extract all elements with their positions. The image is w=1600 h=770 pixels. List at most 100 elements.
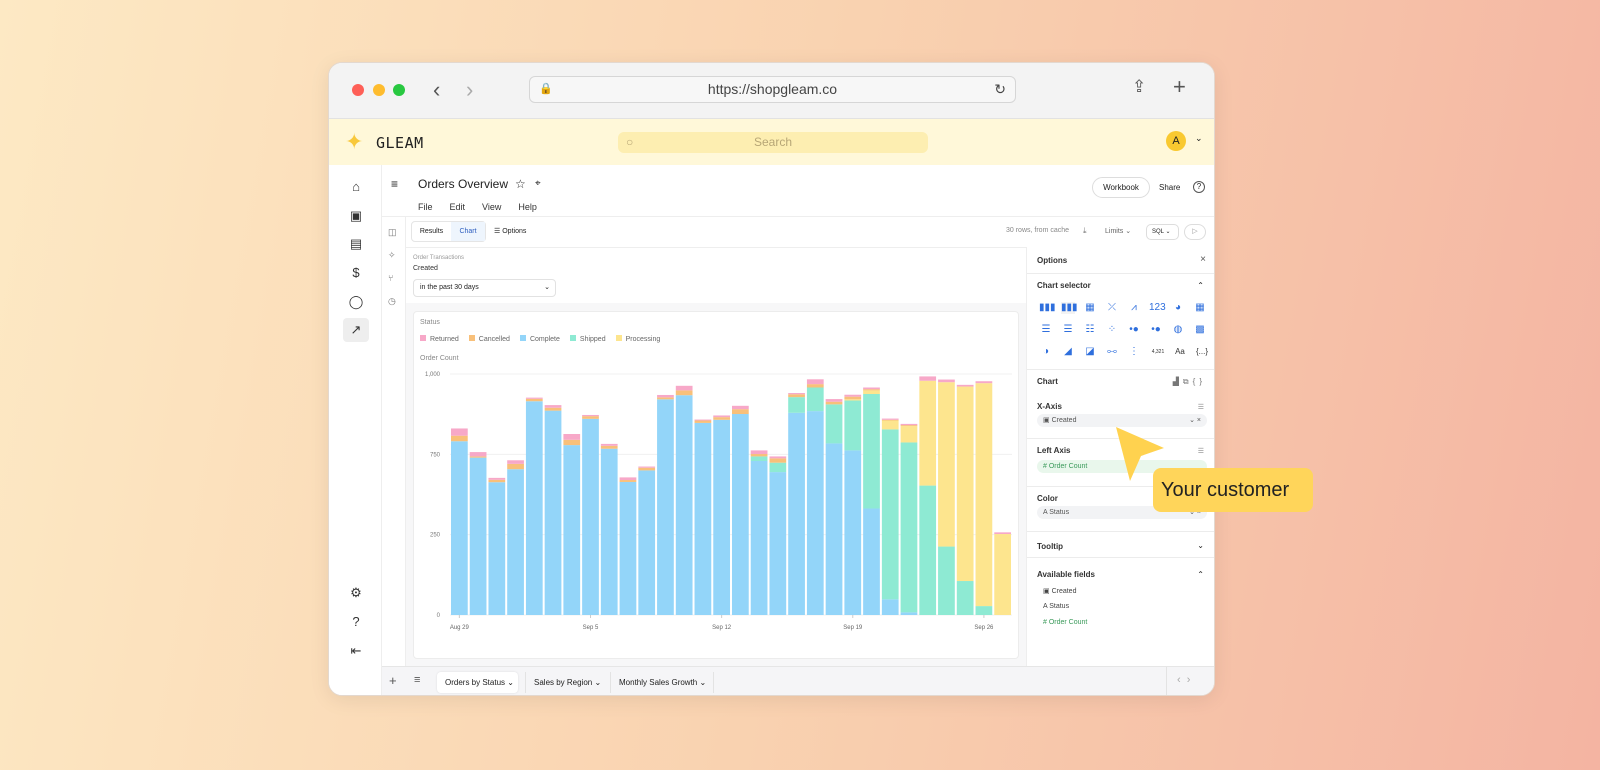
bar-cancelled[interactable] [582, 416, 599, 419]
bar-returned[interactable] [638, 466, 656, 468]
tab-results[interactable]: Results [419, 228, 444, 235]
bar-cancelled[interactable] [507, 463, 524, 470]
bar-complete[interactable] [713, 419, 730, 615]
bar-processing[interactable] [844, 399, 862, 401]
bar-complete[interactable] [469, 457, 487, 615]
close-window-button[interactable] [352, 84, 364, 96]
sheet-scroll-arrows[interactable]: ‹ › [1166, 667, 1214, 695]
x-axis-field[interactable]: ▣ Created ⌄ × [1037, 414, 1207, 427]
remove-icon[interactable]: ⌄ × [1189, 417, 1201, 424]
bar-complete[interactable] [451, 441, 468, 615]
bar-cancelled[interactable] [750, 454, 768, 457]
bar-complete[interactable] [863, 508, 880, 615]
legend-item-cancelled[interactable]: Cancelled [468, 335, 510, 343]
bar-cancelled[interactable] [863, 389, 880, 391]
menu-file[interactable]: File [418, 202, 433, 212]
bar-returned[interactable] [750, 450, 768, 455]
legend-item-returned[interactable]: Returned [420, 335, 459, 343]
bar-cancelled[interactable] [713, 417, 730, 420]
forward-icon[interactable]: › [466, 77, 474, 102]
bar-returned[interactable] [582, 414, 599, 417]
bar-cancelled[interactable] [469, 456, 487, 458]
bar-cancelled[interactable] [732, 409, 749, 415]
logout-icon[interactable]: ⇤ [350, 643, 362, 658]
bar-complete[interactable] [900, 612, 918, 615]
bar-returned[interactable] [451, 428, 468, 436]
bar-processing[interactable] [938, 382, 955, 547]
chart-type-box-plot-icon[interactable]: ⧟ [1107, 346, 1117, 357]
home-icon[interactable]: ⌂ [352, 179, 360, 194]
bar-complete[interactable] [544, 410, 562, 615]
bar-complete[interactable] [732, 414, 749, 615]
chart-type-area-icon[interactable]: ◢ [1064, 346, 1072, 357]
bar-complete[interactable] [769, 472, 787, 615]
bar-complete[interactable] [806, 411, 824, 615]
bar-processing[interactable] [919, 380, 937, 486]
bar-shipped[interactable] [769, 462, 787, 473]
workbook-button[interactable]: Workbook [1092, 177, 1150, 198]
bar-complete[interactable] [788, 412, 805, 615]
settings-sliders-icon[interactable]: ☰ [1197, 448, 1204, 455]
bar-complete[interactable] [750, 461, 768, 615]
reload-icon[interactable]: ↻ [994, 81, 1006, 97]
chart-type-big-number-icon[interactable]: 4,321 [1151, 349, 1165, 355]
add-sheet-icon[interactable]: + [389, 673, 397, 688]
bar-cancelled[interactable] [675, 390, 693, 396]
tooltip-title[interactable]: Tooltip [1037, 542, 1064, 551]
chart-type-stacked-100-bar-icon[interactable]: ▦ [1085, 302, 1095, 313]
chart-type-table-icon[interactable]: ▦ [1195, 302, 1205, 313]
branch-icon[interactable]: ⑂ [388, 273, 394, 283]
menu-help[interactable]: Help [518, 202, 537, 212]
chart-type-list-icon[interactable]: ⋮ [1129, 346, 1139, 357]
bar-returned[interactable] [994, 532, 1011, 535]
menu-view[interactable]: View [482, 202, 502, 212]
chart-type-line-icon[interactable]: ⤫ [1108, 302, 1116, 313]
bar-returned[interactable] [619, 477, 637, 481]
bar-complete[interactable] [582, 418, 599, 615]
chevron-down-icon[interactable]: ⌄ [1197, 541, 1204, 550]
bar-cancelled[interactable] [525, 398, 543, 402]
bar-cancelled[interactable] [769, 458, 787, 463]
bar-shipped[interactable] [806, 387, 824, 412]
bar-cancelled[interactable] [657, 397, 674, 400]
chart-type-bubble-color-icon[interactable]: •● [1151, 324, 1161, 335]
chart-type-horizontal-bar-icon[interactable]: ☰ [1041, 324, 1051, 335]
chart-type-bar-icon[interactable]: ▮▮▮ [1039, 302, 1056, 313]
legend-item-complete[interactable]: Complete [519, 335, 560, 343]
share-button[interactable]: Share [1159, 183, 1181, 192]
hamburger-icon[interactable]: ≡ [391, 177, 399, 191]
bar-complete[interactable] [488, 482, 506, 615]
bar-returned[interactable] [563, 434, 581, 440]
bar-returned[interactable] [694, 419, 712, 421]
bar-returned[interactable] [488, 477, 506, 480]
bar-returned[interactable] [732, 405, 749, 410]
download-icon[interactable]: ⤓ [1083, 226, 1087, 235]
bar-cancelled[interactable] [825, 401, 843, 405]
bar-returned[interactable] [956, 384, 974, 387]
bar-shipped[interactable] [750, 456, 768, 462]
bar-shipped[interactable] [938, 546, 955, 615]
close-icon[interactable]: × [1200, 254, 1206, 265]
bar-returned[interactable] [825, 399, 843, 402]
help-icon[interactable]: ? [352, 614, 360, 629]
chart-type-map-points-icon[interactable]: ◕ [1174, 302, 1182, 313]
bar-returned[interactable] [900, 423, 918, 426]
chevron-up-icon[interactable]: ⌃ [1197, 570, 1204, 579]
chart-type-text-icon[interactable]: Aa [1175, 347, 1185, 356]
tab-chart[interactable]: Chart [451, 222, 485, 241]
bar-cancelled[interactable] [806, 384, 824, 388]
bar-returned[interactable] [788, 393, 805, 395]
bar-returned[interactable] [881, 418, 899, 420]
sheet-tab-orders-by-status[interactable]: Orders by Status ⌄ [437, 672, 518, 693]
bar-complete[interactable] [675, 395, 693, 615]
bar-complete[interactable] [844, 450, 862, 615]
bar-returned[interactable] [525, 397, 543, 399]
chart-type-kpi-sparkline-icon[interactable]: 123 [1149, 302, 1166, 313]
bar-returned[interactable] [600, 443, 618, 446]
options-button[interactable]: ☰ Options [494, 227, 526, 235]
chart-type-stacked-100-horizontal-icon[interactable]: ☷ [1085, 324, 1095, 335]
bar-cancelled[interactable] [900, 425, 918, 427]
bar-returned[interactable] [844, 394, 862, 397]
bar-processing[interactable] [975, 383, 993, 607]
bar-complete[interactable] [638, 470, 656, 615]
